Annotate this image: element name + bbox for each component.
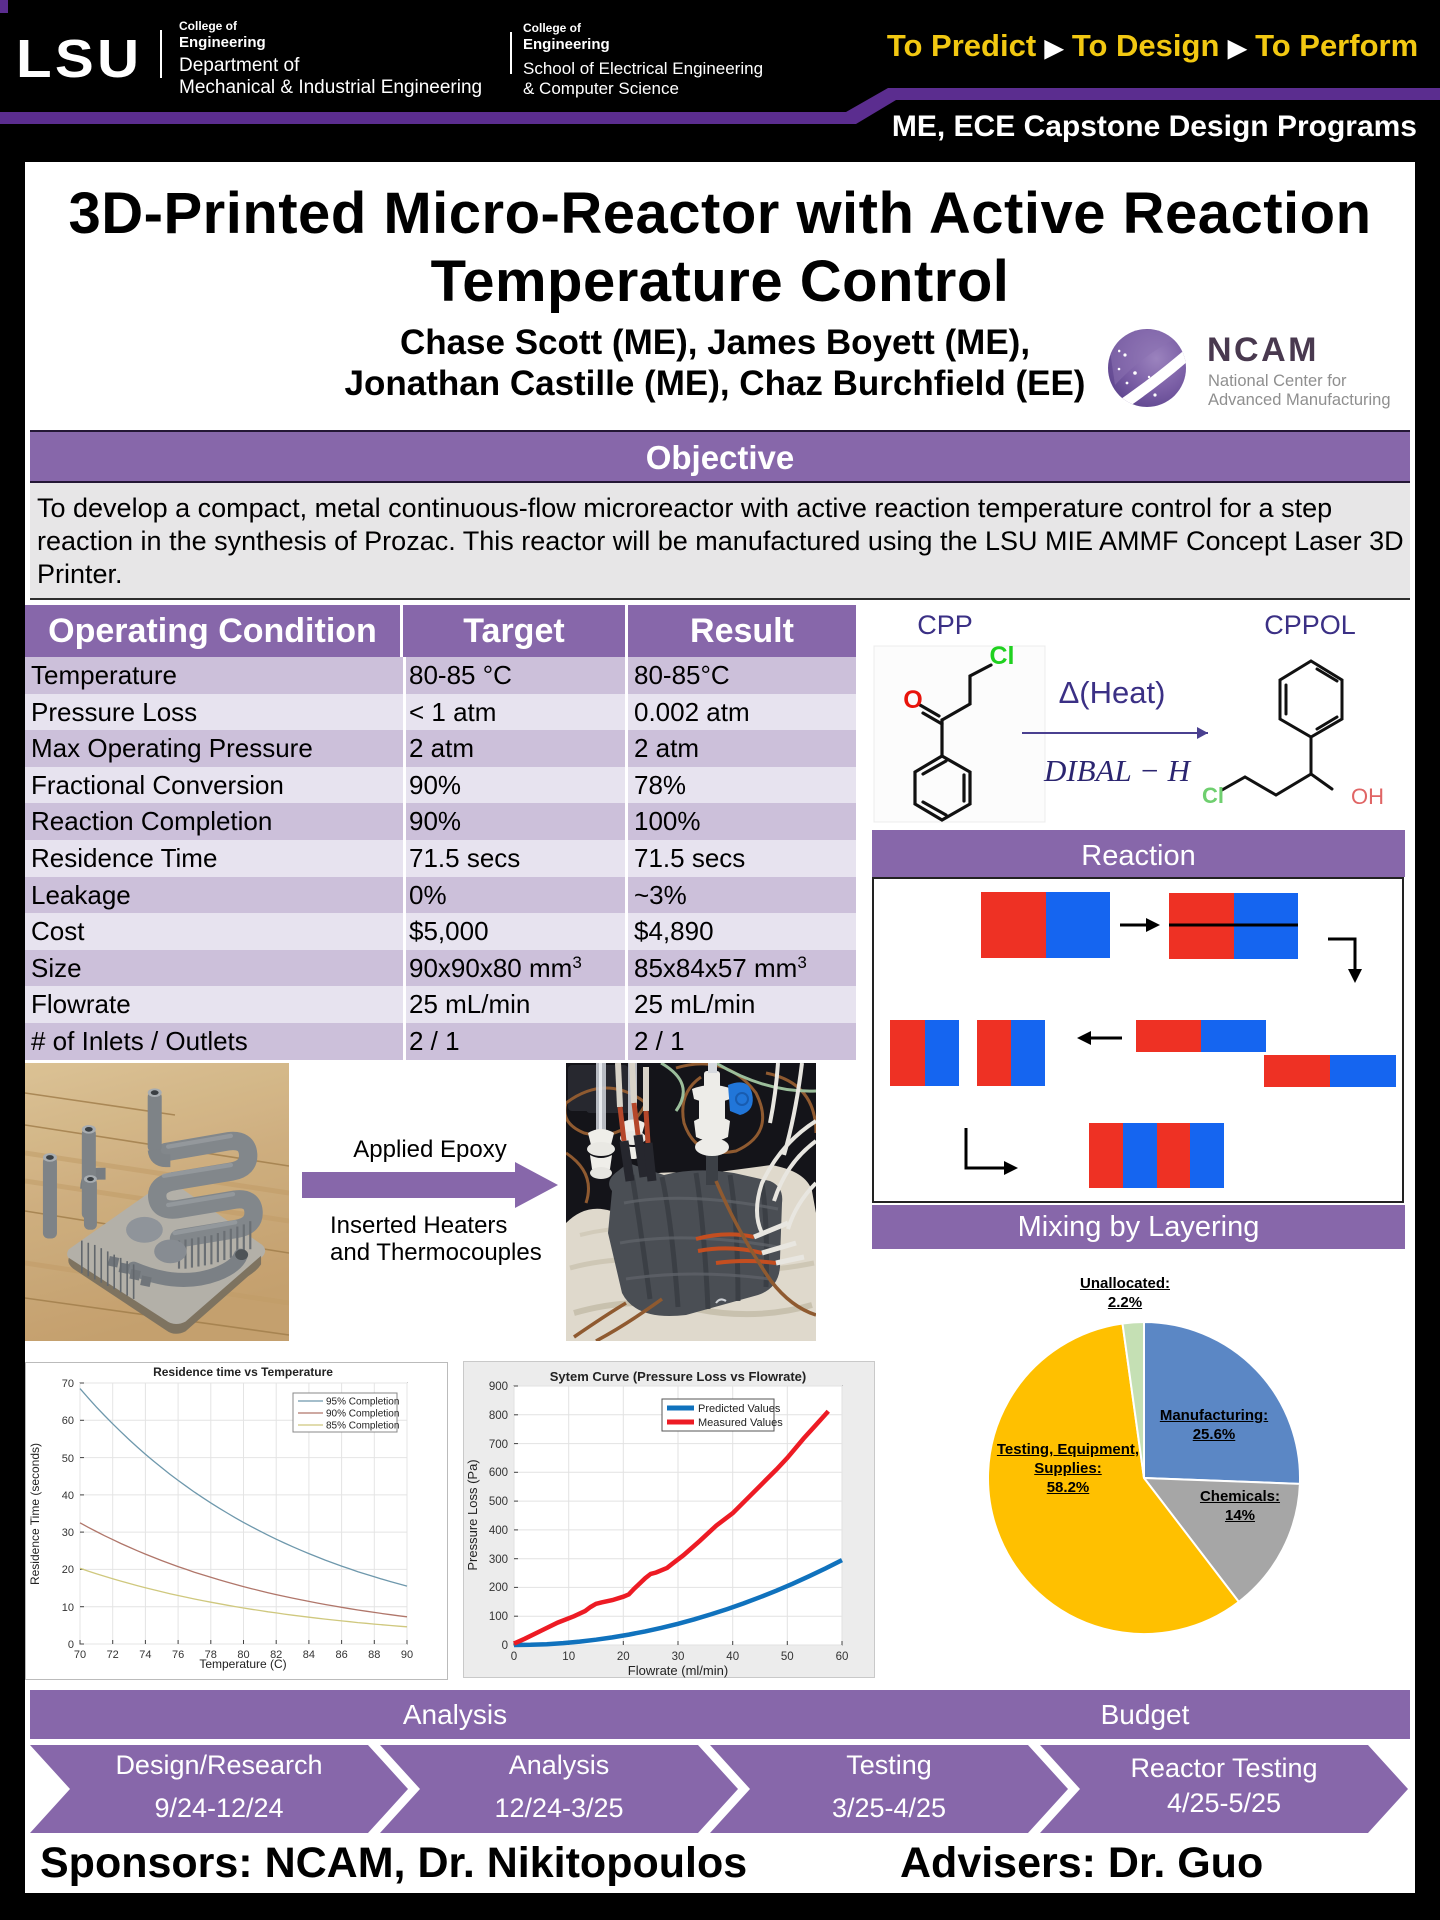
svg-text:200: 200: [489, 1582, 508, 1594]
svg-text:70: 70: [62, 1378, 74, 1390]
svg-text:78: 78: [205, 1649, 217, 1661]
svg-text:60: 60: [62, 1415, 74, 1427]
svg-text:500: 500: [489, 1496, 508, 1508]
svg-text:74: 74: [139, 1649, 151, 1661]
svg-text:50: 50: [781, 1651, 794, 1663]
svg-text:60: 60: [836, 1651, 849, 1663]
svg-text:40: 40: [62, 1490, 74, 1502]
svg-text:0: 0: [511, 1651, 517, 1663]
svg-text:70: 70: [74, 1649, 86, 1661]
svg-text:Measured Values: Measured Values: [698, 1417, 783, 1429]
svg-text:Pressure Loss (Pa): Pressure Loss (Pa): [465, 1459, 480, 1570]
svg-text:900: 900: [489, 1381, 508, 1393]
svg-text:82: 82: [270, 1649, 282, 1661]
svg-text:300: 300: [489, 1554, 508, 1566]
svg-text:80: 80: [237, 1649, 249, 1661]
svg-text:400: 400: [489, 1525, 508, 1537]
svg-text:20: 20: [62, 1564, 74, 1576]
svg-text:86: 86: [335, 1649, 347, 1661]
svg-text:O: O: [903, 686, 922, 714]
svg-text:50: 50: [62, 1453, 74, 1465]
svg-text:84: 84: [303, 1649, 315, 1661]
svg-text:90: 90: [401, 1649, 413, 1661]
svg-text:NCAM: NCAM: [1207, 331, 1319, 369]
svg-text:National Center for: National Center for: [1208, 372, 1347, 390]
svg-text:Residence time vs Temperature: Residence time vs Temperature: [153, 1365, 333, 1379]
svg-text:Residence Time (seconds): Residence Time (seconds): [28, 1443, 42, 1585]
svg-text:Temperature (C): Temperature (C): [199, 1657, 286, 1671]
svg-text:10: 10: [562, 1651, 575, 1663]
svg-text:CPP: CPP: [917, 610, 973, 640]
svg-text:10: 10: [62, 1602, 74, 1614]
svg-text:800: 800: [489, 1410, 508, 1422]
svg-text:Advanced Manufacturing: Advanced Manufacturing: [1208, 391, 1391, 409]
svg-text:20: 20: [617, 1651, 630, 1663]
svg-text:OH: OH: [1351, 784, 1384, 809]
svg-text:0: 0: [68, 1639, 74, 1651]
svg-text:40: 40: [726, 1651, 739, 1663]
svg-text:72: 72: [107, 1649, 119, 1661]
svg-text:Δ(Heat): Δ(Heat): [1059, 675, 1166, 710]
svg-text:Cl: Cl: [990, 642, 1015, 670]
svg-text:Predicted Values: Predicted Values: [698, 1403, 781, 1415]
svg-text:CPPOL: CPPOL: [1264, 610, 1356, 640]
svg-text:700: 700: [489, 1439, 508, 1451]
svg-text:DIBAL − H: DIBAL − H: [1043, 753, 1192, 788]
svg-text:Sytem Curve (Pressure Loss vs: Sytem Curve (Pressure Loss vs Flowrate): [550, 1369, 807, 1384]
svg-text:600: 600: [489, 1467, 508, 1479]
svg-text:100: 100: [489, 1611, 508, 1623]
svg-text:30: 30: [62, 1527, 74, 1539]
svg-text:0: 0: [502, 1640, 508, 1652]
svg-text:Flowrate (ml/min): Flowrate (ml/min): [628, 1663, 728, 1678]
svg-text:90% Completion: 90% Completion: [326, 1409, 399, 1420]
svg-text:30: 30: [672, 1651, 685, 1663]
svg-text:95% Completion: 95% Completion: [326, 1397, 399, 1408]
svg-text:85% Completion: 85% Completion: [326, 1421, 399, 1432]
svg-text:88: 88: [368, 1649, 380, 1661]
svg-text:76: 76: [172, 1649, 184, 1661]
svg-text:Cl: Cl: [1202, 783, 1224, 808]
